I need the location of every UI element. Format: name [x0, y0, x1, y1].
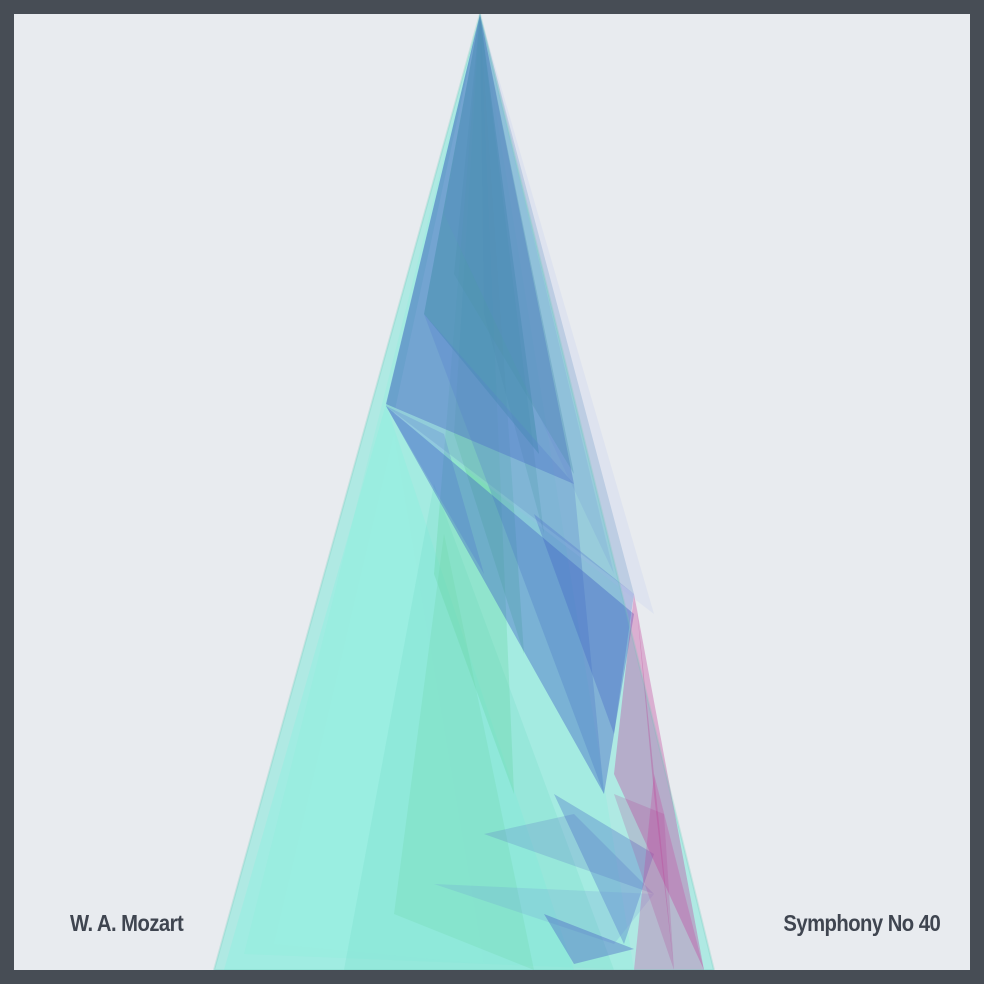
- magenta-layer: [614, 594, 704, 970]
- triangle-artwork: [212, 14, 716, 970]
- teal-layer: [214, 14, 714, 970]
- composer-label: W. A. Mozart: [70, 910, 184, 936]
- work-title: Symphony No 40: [783, 910, 940, 936]
- artwork-canvas: W. A. Mozart Symphony No 40: [14, 14, 970, 970]
- blue-layer: [386, 14, 654, 964]
- haze-layer: [212, 14, 716, 970]
